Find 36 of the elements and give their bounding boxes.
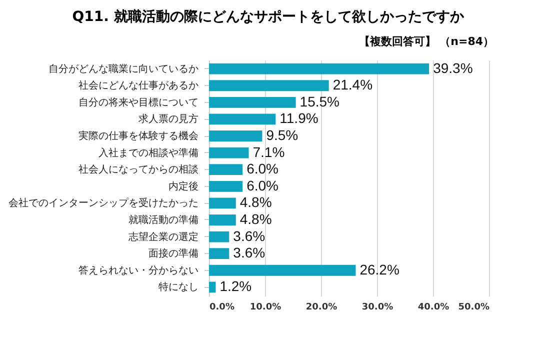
y-tick-label: 求人票の見方 bbox=[138, 113, 198, 126]
data-label: 15.5% bbox=[300, 93, 340, 110]
x-tick-label: 0.0% bbox=[210, 302, 234, 312]
x-tick-label: 10.0% bbox=[250, 302, 282, 312]
data-label: 6.0% bbox=[246, 160, 279, 177]
y-tick-label: 志望企業の選定 bbox=[128, 230, 198, 243]
y-tick-label: 自分の将来や目標について bbox=[78, 96, 198, 108]
y-tick-label: 答えられない・分からない bbox=[78, 264, 198, 276]
y-tick-label: 入社までの相談や準備 bbox=[98, 146, 198, 159]
x-tick-label: 20.0% bbox=[306, 302, 338, 312]
y-tick-label: 会社でのインターンシップを受けたかった bbox=[8, 197, 198, 210]
data-label: 11.9% bbox=[280, 110, 318, 126]
data-label: 9.5% bbox=[266, 127, 298, 144]
y-tick-label: 就職活動の準備 bbox=[128, 214, 198, 226]
chart-title: Q11. 就職活動の際にどんなサポートをして欲しかったですか bbox=[71, 8, 465, 26]
data-label: 4.8% bbox=[240, 194, 272, 210]
y-tick-label: 社会にどんな仕事があるか bbox=[78, 80, 198, 92]
data-label: 4.8% bbox=[240, 210, 272, 227]
data-label: 26.2% bbox=[360, 261, 400, 278]
data-label: 6.0% bbox=[246, 177, 279, 194]
y-tick-label: 実際の仕事を体験する機会 bbox=[78, 130, 198, 142]
y-tick-label: 特になし bbox=[158, 281, 198, 294]
chart-subtitle: 【複数回答可】 （n=84） bbox=[358, 34, 494, 49]
x-tick-label: 30.0% bbox=[362, 302, 394, 312]
y-tick-label: 自分がどんな職業に向いているか bbox=[48, 62, 198, 75]
y-tick-label: 内定後 bbox=[168, 180, 198, 192]
y-tick-label: 社会人になってからの相談 bbox=[78, 164, 198, 176]
x-tick-label: 50.0% bbox=[458, 302, 490, 312]
data-label: 1.2% bbox=[220, 278, 252, 294]
data-label: 3.6% bbox=[233, 244, 266, 261]
y-tick-label: 面接の準備 bbox=[148, 248, 198, 260]
data-label: 3.6% bbox=[233, 228, 266, 244]
x-tick-label: 40.0% bbox=[418, 302, 450, 312]
data-label: 21.4% bbox=[332, 76, 373, 93]
data-label: 39.3% bbox=[433, 60, 473, 76]
data-label: 7.1% bbox=[252, 144, 285, 160]
